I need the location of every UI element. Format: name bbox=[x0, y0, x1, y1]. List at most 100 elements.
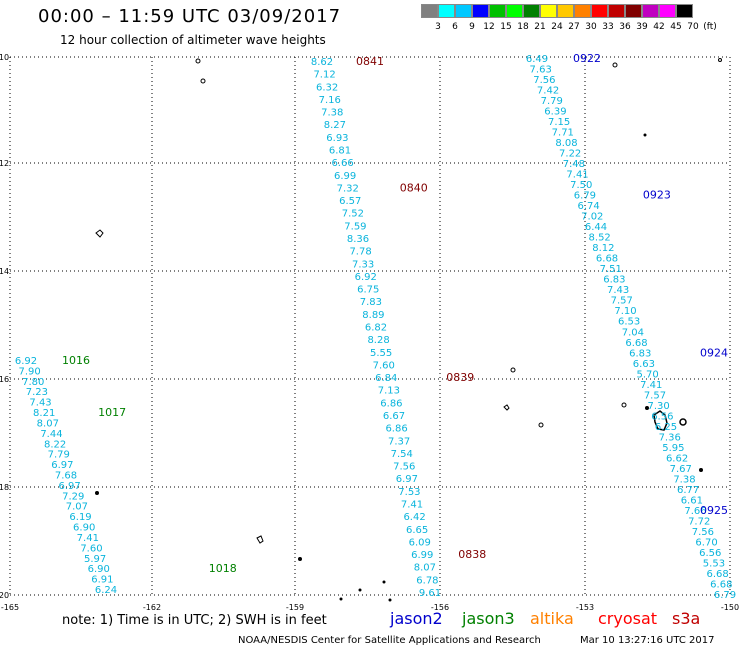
colorbar bbox=[421, 4, 693, 20]
wave-height-value: 7.37 bbox=[388, 436, 410, 447]
lon-label: -162 bbox=[143, 603, 161, 612]
pass-time-label: 0924 bbox=[700, 346, 728, 359]
wave-height-value: 7.80 bbox=[22, 377, 44, 388]
island bbox=[718, 58, 722, 62]
wave-height-value: 6.97 bbox=[396, 474, 418, 485]
pass-time-label: 1016 bbox=[62, 354, 90, 367]
wave-height-value: 6.53 bbox=[618, 317, 640, 328]
wave-height-value: 7.66 bbox=[684, 506, 706, 517]
colorbar-swatch bbox=[625, 4, 642, 18]
island bbox=[382, 580, 386, 584]
lon-label: -156 bbox=[431, 603, 449, 612]
wave-height-value: 5.55 bbox=[370, 348, 392, 359]
lon-label: -150 bbox=[721, 603, 739, 612]
wave-height-value: 6.44 bbox=[585, 222, 607, 233]
colorbar-swatch bbox=[523, 4, 540, 18]
wave-height-value: 6.93 bbox=[326, 133, 348, 144]
wave-height-value: 7.13 bbox=[378, 386, 400, 397]
wave-height-value: 8.21 bbox=[33, 408, 55, 419]
wave-height-value: 7.67 bbox=[670, 464, 692, 475]
colorbar-swatch bbox=[642, 4, 659, 18]
lat-label: -14 bbox=[0, 267, 9, 276]
wave-height-value: 6.81 bbox=[329, 146, 351, 157]
island bbox=[621, 402, 627, 408]
lat-label: -20 bbox=[0, 591, 9, 600]
wave-height-value: 7.02 bbox=[581, 212, 603, 223]
island bbox=[256, 535, 264, 544]
wave-height-value: 8.89 bbox=[362, 310, 384, 321]
wave-height-value: 6.66 bbox=[331, 158, 353, 169]
colorbar-label: 12 bbox=[483, 22, 495, 32]
wave-height-value: 7.29 bbox=[62, 491, 84, 502]
note-text: note: 1) Time is in UTC; 2) SWH is in fe… bbox=[62, 613, 327, 628]
wave-height-value: 7.43 bbox=[29, 398, 51, 409]
wave-height-value: 7.60 bbox=[373, 360, 395, 371]
wave-height-value: 7.41 bbox=[566, 170, 588, 181]
island bbox=[95, 491, 99, 495]
island bbox=[645, 406, 649, 410]
satellite-legend-altika: altika bbox=[530, 609, 574, 628]
wave-height-value: 6.78 bbox=[416, 575, 438, 586]
pass-time-label: 1017 bbox=[98, 406, 126, 419]
wave-height-value: 6.84 bbox=[375, 373, 397, 384]
wave-height-value: 7.42 bbox=[537, 86, 559, 97]
colorbar-swatch bbox=[676, 4, 693, 18]
wave-height-value: 7.41 bbox=[401, 500, 423, 511]
pass-time-label: 0841 bbox=[356, 55, 384, 68]
wave-height-value: 8.52 bbox=[589, 233, 611, 244]
satellite-legend-s3a: s3a bbox=[672, 609, 701, 628]
lon-label: -165 bbox=[1, 603, 19, 612]
colorbar-swatch bbox=[455, 4, 472, 18]
wave-height-value: 7.07 bbox=[66, 502, 88, 513]
wave-height-value: 6.68 bbox=[710, 579, 732, 590]
island bbox=[388, 598, 392, 602]
colorbar-label: 9 bbox=[469, 22, 475, 32]
wave-height-value: 7.38 bbox=[673, 474, 695, 485]
lat-label: -18 bbox=[0, 483, 9, 492]
wave-height-value: 6.25 bbox=[655, 422, 677, 433]
wave-height-value: 7.41 bbox=[77, 533, 99, 544]
wave-height-value: 7.56 bbox=[692, 527, 714, 538]
wave-height-value: 6.65 bbox=[406, 525, 428, 536]
wave-height-value: 6.82 bbox=[365, 323, 387, 334]
wave-height-value: 6.57 bbox=[339, 196, 361, 207]
pass-time-label: 0925 bbox=[700, 504, 728, 517]
satellite-legend-jason3: jason3 bbox=[462, 609, 515, 628]
pass-time-label: 0838 bbox=[458, 548, 486, 561]
wave-height-value: 7.63 bbox=[530, 65, 552, 76]
wave-height-value: 7.44 bbox=[40, 429, 62, 440]
wave-height-value: 7.53 bbox=[398, 487, 420, 498]
island bbox=[612, 62, 618, 68]
island bbox=[653, 410, 668, 431]
wave-height-value: 6.99 bbox=[334, 171, 356, 182]
colorbar-swatch bbox=[489, 4, 506, 18]
wave-height-value: 7.33 bbox=[352, 259, 374, 270]
wave-height-value: 6.92 bbox=[355, 272, 377, 283]
wave-height-value: 7.56 bbox=[393, 462, 415, 473]
wave-height-value: 7.41 bbox=[640, 380, 662, 391]
page-subtitle: 12 hour collection of altimeter wave hei… bbox=[60, 33, 326, 47]
wave-height-value: 7.57 bbox=[644, 390, 666, 401]
colorbar-swatch bbox=[540, 4, 557, 18]
wave-height-value: 7.71 bbox=[552, 128, 574, 139]
island bbox=[358, 588, 362, 592]
wave-height-value: 7.10 bbox=[614, 306, 636, 317]
wave-height-value: 7.36 bbox=[659, 432, 681, 443]
wave-height-value: 7.32 bbox=[337, 183, 359, 194]
wave-height-value: 6.63 bbox=[633, 359, 655, 370]
wave-height-value: 7.72 bbox=[688, 516, 710, 527]
colorbar-swatch bbox=[591, 4, 608, 18]
wave-height-value: 6.99 bbox=[411, 550, 433, 561]
wave-height-value: 7.56 bbox=[533, 75, 555, 86]
wave-height-value: 6.79 bbox=[714, 590, 736, 601]
wave-height-value: 5.97 bbox=[84, 554, 106, 565]
wave-height-value: 8.08 bbox=[555, 138, 577, 149]
axis-labels: -10 -12 -14 -16 -18 -20 -165 -162 -159 -156 -153 -1… bbox=[0, 53, 739, 612]
lat-label: -10 bbox=[0, 53, 9, 62]
wave-height-value: 7.16 bbox=[319, 95, 341, 106]
colorbar-label: 42 bbox=[653, 22, 665, 32]
wave-height-value: 8.22 bbox=[44, 439, 66, 450]
wave-height-value: 6.68 bbox=[625, 338, 647, 349]
wave-height-value: 6.56 bbox=[699, 548, 721, 559]
